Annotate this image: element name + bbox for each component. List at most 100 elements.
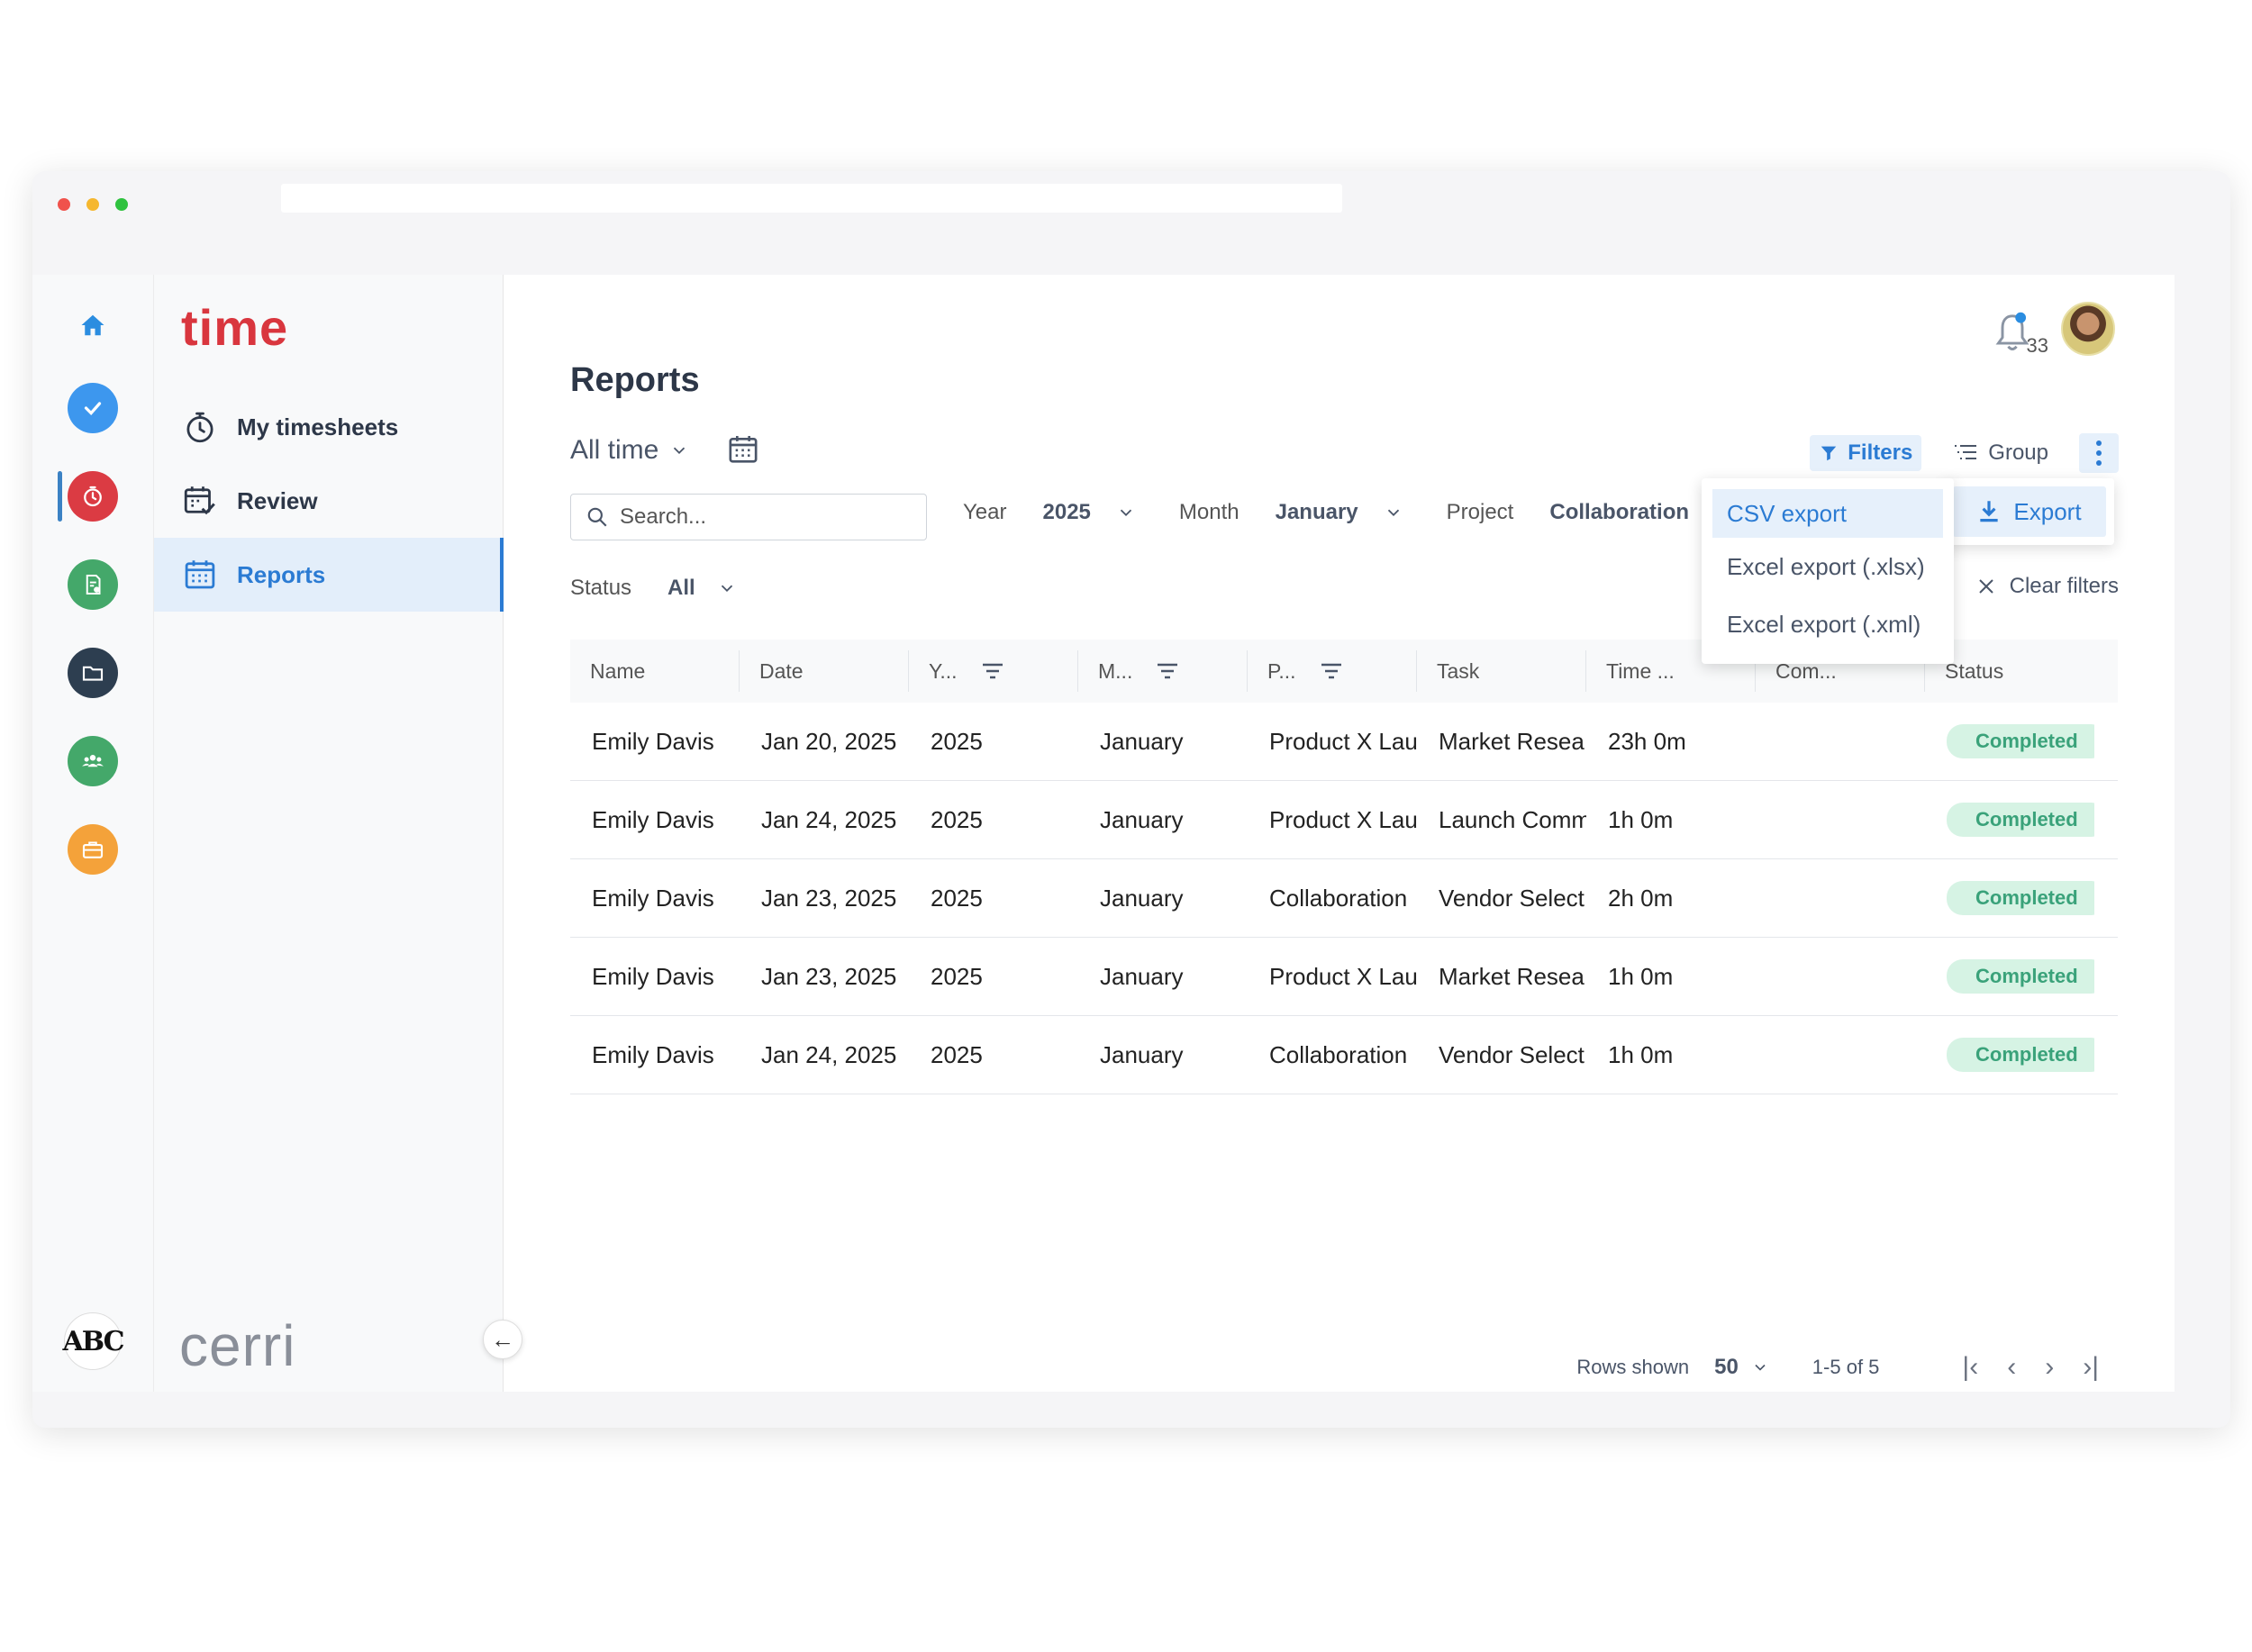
group-button[interactable]: Group	[1943, 435, 2057, 471]
table-row[interactable]: Emily Davis Jan 24, 2025 2025 January Co…	[570, 1016, 2118, 1094]
rail-team[interactable]	[68, 736, 118, 786]
column-header-label: Status	[1945, 658, 2004, 683]
rail-home[interactable]	[68, 300, 118, 350]
month-filter-value[interactable]: January	[1275, 500, 1358, 524]
project-filter-value[interactable]: Collaboration	[1549, 500, 1690, 524]
bell-icon[interactable]	[1993, 311, 2032, 358]
last-page-icon[interactable]: ›|	[2083, 1352, 2099, 1382]
status-filter-label: Status	[570, 576, 632, 600]
column-header-label: Task	[1437, 658, 1480, 683]
rail-projects[interactable]	[68, 648, 118, 698]
nav-item-label: Review	[237, 486, 318, 514]
column-header-name[interactable]: Name	[570, 650, 740, 692]
calendar-grid-icon	[185, 560, 215, 589]
timer-icon	[84, 486, 102, 507]
address-bar[interactable]	[281, 184, 1342, 213]
filters-button[interactable]: Filters	[1810, 435, 1922, 471]
nav-item-label: My timesheets	[237, 413, 399, 440]
user-avatar[interactable]	[2061, 302, 2115, 356]
column-header-label: Time ...	[1606, 658, 1675, 683]
cell-task: Market Resea	[1439, 962, 1585, 990]
brand-name: cerri	[179, 1313, 296, 1378]
column-header-time[interactable]: Time ...	[1586, 650, 1756, 692]
status-badge: Completed	[1947, 724, 2094, 758]
table-row[interactable]: Emily Davis Jan 24, 2025 2025 January Pr…	[570, 781, 2118, 859]
cell-year: 2025	[931, 962, 983, 990]
chevron-down-icon[interactable]	[1751, 1358, 1769, 1376]
app-container: ABC time My timesheets Review Reports ce…	[32, 275, 2175, 1392]
arrow-left-icon: ←	[491, 1325, 514, 1353]
rail-tasks[interactable]	[68, 383, 118, 433]
group-list-icon	[1955, 445, 1977, 459]
stopwatch-icon	[186, 412, 213, 443]
menu-item-xml-export[interactable]: Excel export (.xml)	[1727, 610, 1921, 638]
cell-month: January	[1100, 962, 1184, 990]
chevron-down-icon[interactable]	[1116, 503, 1136, 522]
cell-task: Market Resea	[1439, 727, 1585, 755]
menu-item-xlsx-export[interactable]: Excel export (.xlsx)	[1727, 552, 1925, 580]
column-filter-icon[interactable]	[1156, 662, 1179, 680]
column-filter-icon[interactable]	[981, 662, 1004, 680]
folder-icon	[82, 666, 104, 681]
rail-invoices[interactable]	[68, 559, 118, 610]
search-input[interactable]	[620, 504, 908, 530]
column-header-project[interactable]: P...	[1248, 650, 1417, 692]
first-page-icon[interactable]: |‹	[1962, 1352, 1979, 1382]
more-options-button[interactable]	[2079, 433, 2119, 473]
export-button[interactable]: Export	[1953, 486, 2106, 537]
cell-year: 2025	[931, 805, 983, 833]
chevron-down-icon[interactable]	[1384, 503, 1403, 522]
calendar-check-icon	[184, 486, 215, 515]
column-header-year[interactable]: Y...	[909, 650, 1078, 692]
table-row[interactable]: Emily Davis Jan 23, 2025 2025 January Co…	[570, 859, 2118, 938]
cell-date: Jan 24, 2025	[761, 1040, 897, 1068]
year-filter-value[interactable]: 2025	[1042, 500, 1091, 524]
rail-time[interactable]	[68, 471, 118, 522]
nav-item-reports[interactable]: Reports	[154, 538, 504, 612]
cell-name: Emily Davis	[592, 805, 714, 833]
cell-time: 1h 0m	[1608, 805, 1674, 833]
column-header-task[interactable]: Task	[1417, 650, 1586, 692]
collapse-sidebar-button[interactable]: ←	[483, 1320, 522, 1359]
browser-window: ABC time My timesheets Review Reports ce…	[32, 171, 2230, 1428]
column-header-date[interactable]: Date	[740, 650, 909, 692]
nav-item-label: Reports	[237, 560, 326, 588]
table-row[interactable]: Emily Davis Jan 20, 2025 2025 January Pr…	[570, 703, 2118, 781]
date-range-selector[interactable]: All time	[570, 435, 758, 466]
cell-name: Emily Davis	[592, 962, 714, 990]
cell-date: Jan 23, 2025	[761, 962, 897, 990]
clear-filters-label: Clear filters	[2009, 574, 2119, 598]
notification-count: 33	[2026, 334, 2048, 357]
chevron-down-icon[interactable]	[717, 578, 737, 598]
cell-project: Product X Lau	[1269, 962, 1417, 990]
rows-shown-value[interactable]: 50	[1714, 1355, 1739, 1379]
organization-avatar[interactable]: ABC	[62, 1312, 125, 1370]
status-badge: Completed	[1947, 959, 2094, 994]
search-box[interactable]	[570, 494, 927, 540]
minimize-window-button[interactable]	[86, 198, 99, 211]
column-header-status[interactable]: Status	[1925, 650, 2094, 692]
nav-item-my-timesheets[interactable]: My timesheets	[154, 390, 504, 464]
date-range-label: All time	[570, 435, 659, 465]
status-badge: Completed	[1947, 1038, 2094, 1072]
cell-project: Product X Lau	[1269, 727, 1417, 755]
prev-page-icon[interactable]: ‹	[2007, 1352, 2017, 1382]
column-header-label: P...	[1267, 658, 1296, 683]
rail-clients[interactable]	[68, 824, 118, 875]
close-icon	[1978, 579, 1993, 594]
menu-item-csv-export[interactable]: CSV export	[1712, 489, 1943, 538]
cell-project: Collaboration	[1269, 1040, 1408, 1068]
column-header-month[interactable]: M...	[1078, 650, 1248, 692]
cell-date: Jan 24, 2025	[761, 805, 897, 833]
maximize-window-button[interactable]	[115, 198, 128, 211]
nav-item-review[interactable]: Review	[154, 464, 504, 538]
calendar-icon[interactable]	[725, 431, 761, 467]
cell-status: Completed	[1925, 803, 2094, 837]
clear-filters-button[interactable]: Clear filters	[1975, 574, 2119, 599]
close-window-button[interactable]	[58, 198, 70, 211]
status-filter-value[interactable]: All	[667, 576, 695, 600]
cell-task: Vendor Select	[1439, 884, 1585, 912]
column-filter-icon[interactable]	[1320, 662, 1343, 680]
next-page-icon[interactable]: ›	[2045, 1352, 2055, 1382]
table-row[interactable]: Emily Davis Jan 23, 2025 2025 January Pr…	[570, 938, 2118, 1016]
